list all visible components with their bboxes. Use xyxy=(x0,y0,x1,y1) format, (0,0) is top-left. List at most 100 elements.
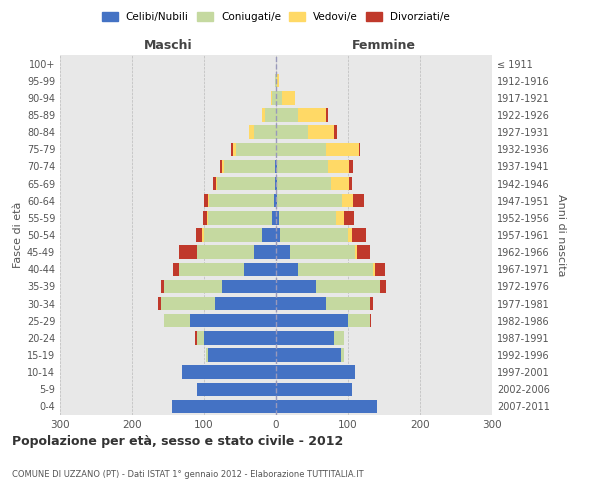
Bar xyxy=(290,246,355,259)
Bar xyxy=(207,211,208,224)
Bar xyxy=(206,348,208,362)
Bar xyxy=(276,246,290,259)
Bar xyxy=(196,331,197,344)
Bar xyxy=(197,331,204,344)
Text: Femmine: Femmine xyxy=(352,40,416,52)
Bar xyxy=(208,348,276,362)
Bar xyxy=(204,228,262,241)
Bar xyxy=(276,331,334,344)
Bar xyxy=(282,91,295,104)
Bar xyxy=(209,194,274,207)
Bar xyxy=(236,142,276,156)
Bar xyxy=(276,366,355,379)
Bar xyxy=(328,160,349,173)
Bar xyxy=(276,348,341,362)
Bar xyxy=(276,314,348,328)
Bar xyxy=(277,177,331,190)
Bar xyxy=(355,246,358,259)
Bar xyxy=(164,280,222,293)
Bar xyxy=(276,297,326,310)
Bar xyxy=(275,177,276,190)
Text: Maschi: Maschi xyxy=(143,40,193,52)
Bar xyxy=(161,280,164,293)
Bar xyxy=(276,108,298,122)
Bar xyxy=(298,262,373,276)
Bar xyxy=(280,228,348,241)
Bar xyxy=(265,108,276,122)
Bar xyxy=(344,211,354,224)
Bar xyxy=(179,262,244,276)
Text: Popolazione per età, sesso e stato civile - 2012: Popolazione per età, sesso e stato civil… xyxy=(12,435,343,448)
Bar xyxy=(337,211,344,224)
Bar xyxy=(161,297,215,310)
Bar xyxy=(349,177,352,190)
Bar xyxy=(298,108,326,122)
Bar xyxy=(326,297,370,310)
Bar xyxy=(276,160,277,173)
Bar xyxy=(276,400,377,413)
Bar xyxy=(244,262,276,276)
Bar xyxy=(276,280,316,293)
Bar xyxy=(197,246,254,259)
Bar xyxy=(276,228,280,241)
Bar xyxy=(277,74,279,88)
Bar xyxy=(349,160,353,173)
Bar xyxy=(276,142,326,156)
Bar xyxy=(274,194,276,207)
Y-axis label: Fasce di età: Fasce di età xyxy=(13,202,23,268)
Bar xyxy=(173,262,179,276)
Bar xyxy=(232,142,233,156)
Bar xyxy=(370,297,373,310)
Bar xyxy=(276,126,308,139)
Bar xyxy=(275,74,276,88)
Bar xyxy=(275,160,276,173)
Bar xyxy=(262,108,265,122)
Bar xyxy=(217,177,275,190)
Bar xyxy=(164,314,190,328)
Bar xyxy=(276,262,298,276)
Bar xyxy=(277,194,342,207)
Bar xyxy=(359,142,360,156)
Bar xyxy=(215,297,276,310)
Bar xyxy=(373,262,374,276)
Bar xyxy=(272,91,276,104)
Bar xyxy=(276,91,282,104)
Bar xyxy=(374,262,385,276)
Bar xyxy=(222,280,276,293)
Bar xyxy=(179,246,197,259)
Bar xyxy=(202,228,204,241)
Bar xyxy=(276,177,277,190)
Bar xyxy=(208,194,209,207)
Bar xyxy=(271,91,272,104)
Bar xyxy=(197,382,276,396)
Bar xyxy=(276,211,279,224)
Bar xyxy=(348,228,352,241)
Bar xyxy=(204,331,276,344)
Bar xyxy=(352,228,366,241)
Bar xyxy=(248,126,254,139)
Text: COMUNE DI UZZANO (PT) - Dati ISTAT 1° gennaio 2012 - Elaborazione TUTTITALIA.IT: COMUNE DI UZZANO (PT) - Dati ISTAT 1° ge… xyxy=(12,470,364,479)
Bar xyxy=(370,314,371,328)
Bar xyxy=(276,74,277,88)
Bar xyxy=(334,331,344,344)
Bar xyxy=(334,126,337,139)
Bar xyxy=(224,160,275,173)
Legend: Celibi/Nubili, Coniugati/e, Vedovi/e, Divorziati/e: Celibi/Nubili, Coniugati/e, Vedovi/e, Di… xyxy=(98,8,454,26)
Bar xyxy=(276,382,352,396)
Bar xyxy=(348,314,370,328)
Bar xyxy=(276,194,277,207)
Bar xyxy=(203,211,207,224)
Bar xyxy=(308,126,334,139)
Bar xyxy=(353,194,364,207)
Bar xyxy=(272,211,276,224)
Bar xyxy=(262,228,276,241)
Bar xyxy=(316,280,380,293)
Bar xyxy=(222,160,224,173)
Bar xyxy=(279,211,337,224)
Bar xyxy=(196,228,202,241)
Bar xyxy=(326,108,328,122)
Bar xyxy=(182,366,276,379)
Bar xyxy=(326,142,359,156)
Bar xyxy=(158,297,161,310)
Bar xyxy=(277,160,328,173)
